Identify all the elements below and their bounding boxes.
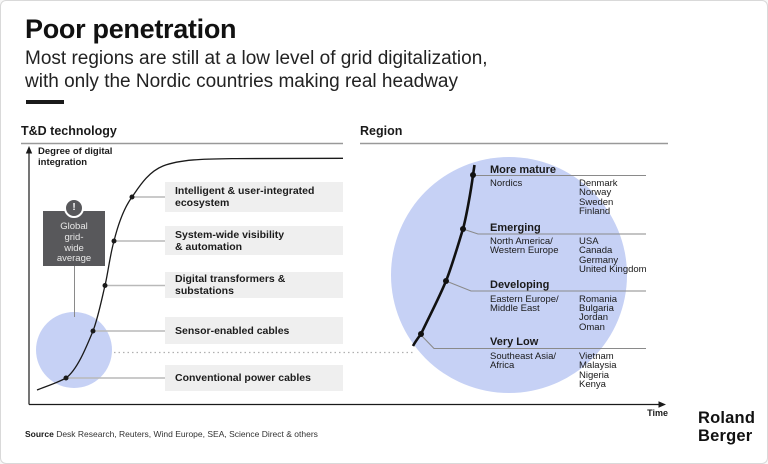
- source-line: Source Desk Research, Reuters, Wind Euro…: [25, 429, 318, 439]
- left-s-curve: [36, 157, 344, 391]
- stage-box-visibility: System-wide visibility & automation: [165, 226, 343, 255]
- logo-line-1: Roland: [698, 409, 756, 427]
- stage-box-sensor-cables: Sensor-enabled cables: [165, 317, 343, 344]
- tier-level-emerging: Emerging: [490, 221, 541, 234]
- tier-level-developing: Developing: [490, 278, 550, 291]
- country: Denmark: [579, 178, 618, 189]
- global-average-callout: Global grid- wide average: [43, 211, 105, 266]
- y-axis-label-line-2: integration: [38, 156, 88, 168]
- country: Romania: [579, 293, 618, 305]
- region-line: Africa: [490, 360, 515, 372]
- country: Bulgaria: [579, 302, 614, 314]
- stage-label: Sensor-enabled cables: [175, 324, 290, 337]
- page-title: Poor penetration: [25, 14, 237, 44]
- stage-label: Digital transformers & substations: [175, 273, 286, 297]
- right-curve-points: [418, 172, 476, 337]
- global-average-bubble: [36, 312, 112, 388]
- stage-label: ecosystem: [175, 197, 230, 209]
- logo-line-2: Berger: [698, 426, 753, 445]
- tier-countries-sea-africa: Vietnam Malaysia Nigeria Kenya: [579, 352, 659, 390]
- subtitle-line-2: with only the Nordic countries making re…: [25, 71, 458, 92]
- subtitle-line-1: Most regions are still at a low level of…: [25, 48, 488, 69]
- stage-label: Conventional power cables: [175, 372, 311, 384]
- country: Germany: [579, 254, 619, 266]
- right-panel-heading: Region: [360, 124, 403, 138]
- tier-region-ee-me: Eastern Europe/ Middle East: [490, 293, 576, 314]
- y-axis-arrow-icon: [25, 146, 33, 154]
- tier-region-sea-africa: Southeast Asia/ Africa: [490, 352, 576, 371]
- left-curve-points: [63, 194, 135, 381]
- stage-box-ecosystem: Intelligent & user-integrated ecosystem: [165, 182, 343, 212]
- region-line: Southeast Asia/: [490, 351, 557, 362]
- country: Jordan: [579, 312, 609, 324]
- country: Norway: [579, 187, 612, 199]
- tier-level-very-low: Very Low: [490, 336, 539, 348]
- exclamation-icon: !: [64, 198, 84, 218]
- callout-line-1: Global: [60, 221, 88, 232]
- stage-label: & automation: [175, 240, 243, 253]
- country: Oman: [579, 321, 605, 333]
- callout-line-3: wide: [64, 242, 84, 254]
- left-panel-heading: T&D technology: [21, 124, 117, 138]
- tier-countries-nordics: Denmark Norway Sweden Finland: [579, 179, 659, 217]
- callout-line-2: grid-: [64, 231, 84, 243]
- roland-berger-logo: Roland Berger: [698, 409, 756, 445]
- stage-label: Intelligent & user-integrated: [175, 185, 315, 197]
- region-line: North America/: [490, 236, 553, 247]
- region-line: Nordics: [490, 178, 523, 189]
- country: Kenya: [579, 379, 606, 391]
- region-line: Western Europe: [490, 245, 559, 257]
- country: Sweden: [579, 196, 614, 208]
- region-bubble: [391, 157, 627, 393]
- country: Nigeria: [579, 369, 610, 381]
- country: Canada: [579, 245, 613, 257]
- page-subtitle: Most regions are still at a low level of…: [25, 47, 488, 93]
- callout-line-4: average: [56, 253, 92, 265]
- stage-box-conventional-cables: Conventional power cables: [165, 365, 343, 391]
- stage-box-transformers: Digital transformers & substations: [165, 272, 343, 298]
- title-underline-bar: [26, 100, 64, 104]
- y-axis-label: Degree of digital integration: [38, 146, 113, 168]
- tier-region-nordics: Nordics: [490, 178, 576, 189]
- country: Finland: [579, 206, 611, 218]
- x-axis-arrow-icon: [658, 401, 666, 408]
- source-label: Source: [25, 429, 54, 439]
- stage-label: System-wide visibility: [175, 228, 285, 241]
- tier-countries-na-we: USA Canada Germany United Kingdom: [579, 237, 659, 275]
- country: Vietnam: [579, 351, 614, 362]
- region-line: Middle East: [490, 302, 540, 314]
- tier-level-more-mature: More mature: [490, 163, 557, 176]
- tier-lines: [419, 174, 646, 350]
- tier-countries-ee-me: Romania Bulgaria Jordan Oman: [579, 293, 659, 333]
- country: Malaysia: [579, 360, 617, 372]
- region-line: Eastern Europe/: [490, 293, 559, 305]
- country: United Kingdom: [579, 264, 647, 276]
- country: USA: [579, 236, 599, 247]
- y-axis-label-line-1: Degree of digital: [38, 146, 113, 157]
- x-axis-label: Time: [647, 408, 668, 418]
- source-text: Desk Research, Reuters, Wind Europe, SEA…: [53, 429, 318, 439]
- tier-region-na-we: North America/ Western Europe: [490, 237, 576, 256]
- stage-connectors: [66, 196, 165, 379]
